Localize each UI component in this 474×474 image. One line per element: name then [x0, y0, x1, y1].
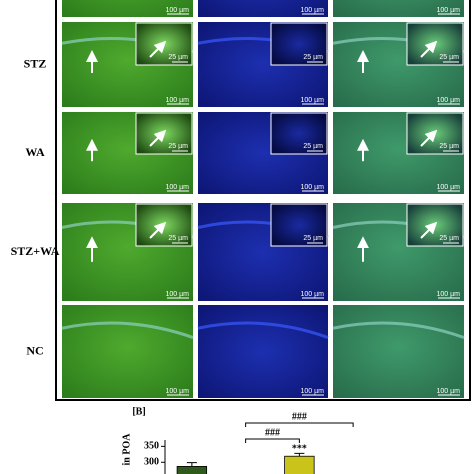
scale-label: 100 µm [437, 97, 461, 104]
bar [176, 466, 208, 474]
inset-scale-label: 25 µm [439, 235, 459, 242]
micrograph [62, 0, 193, 17]
arrow [149, 221, 167, 239]
y-tick-label: 350 [144, 441, 159, 452]
row-label: WA [25, 145, 45, 159]
inset-scale-label: 25 µm [439, 54, 459, 61]
micrograph [62, 305, 193, 398]
significance: *** [292, 444, 307, 455]
bracket-label: ### [292, 411, 307, 422]
bracket [245, 438, 300, 443]
y-axis-label: in POA [121, 433, 132, 466]
tissue-edge [197, 321, 329, 339]
micrograph [333, 305, 464, 398]
micrograph [333, 0, 464, 17]
scale-label: 100 µm [301, 184, 325, 191]
scale-label: 100 µm [166, 97, 190, 104]
inset-scale-label: 25 µm [303, 54, 323, 61]
arrow [420, 40, 438, 58]
scale-label: 100 µm [437, 184, 461, 191]
inset-scale-label: 25 µm [168, 235, 188, 242]
scale-label: 100 µm [166, 7, 190, 14]
arrow [149, 129, 167, 147]
scale-label: 100 µm [301, 388, 325, 395]
bracket-label: ### [265, 427, 280, 438]
tissue-edge [332, 321, 465, 339]
row-label: STZ+WA [11, 244, 60, 258]
chart: in POA 300 350 *** ### ### [121, 411, 354, 474]
inset-scale-label: 25 µm [303, 235, 323, 242]
scale-label: 100 µm [166, 184, 190, 191]
row-label: STZ [24, 56, 47, 70]
panels: 100 µm 100 µm 100 µm STZ 100 µm 25 µm 100 µm 25… [11, 0, 465, 398]
scale-label: 100 µm [166, 291, 190, 298]
inset [270, 112, 328, 155]
scale-label: 100 µm [301, 97, 325, 104]
micrograph [198, 0, 328, 17]
bracket [245, 422, 354, 427]
panel-b-label: [B] [132, 406, 145, 417]
inset [270, 22, 328, 66]
error-bar [294, 452, 305, 457]
scale-label: 100 µm [437, 7, 461, 14]
scale-label: 100 µm [301, 7, 325, 14]
inset [270, 203, 328, 247]
bar [284, 455, 315, 474]
arrow [420, 221, 438, 239]
scale-label: 100 µm [437, 291, 461, 298]
arrow [149, 40, 167, 58]
inset-scale-label: 25 µm [303, 143, 323, 150]
arrow [420, 129, 438, 147]
inset-scale-label: 25 µm [168, 143, 188, 150]
micrograph [198, 305, 328, 398]
row-label: NC [26, 343, 43, 357]
scale-label: 100 µm [437, 388, 461, 395]
tissue-edge [61, 321, 194, 339]
error-bar [186, 462, 197, 467]
y-tick-label: 300 [144, 457, 159, 468]
scale-label: 100 µm [301, 291, 325, 298]
scale-label: 100 µm [166, 388, 190, 395]
inset-scale-label: 25 µm [168, 54, 188, 61]
inset-scale-label: 25 µm [439, 143, 459, 150]
